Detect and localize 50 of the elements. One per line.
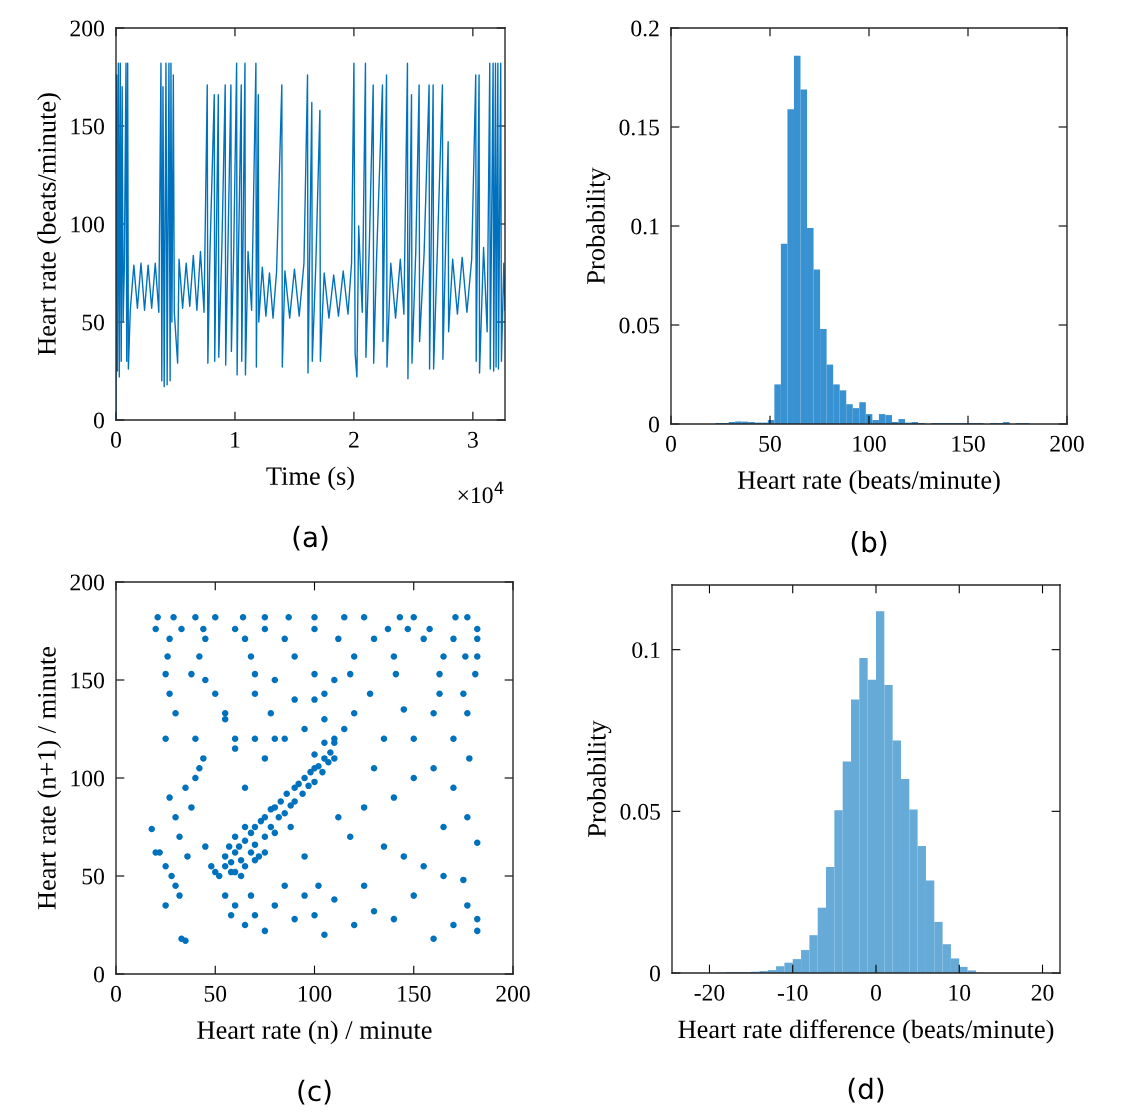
x-axis-title: Heart rate difference (beats/minute): [678, 1019, 1054, 1044]
text: (c): [298, 1079, 331, 1105]
x-tick-label: -20: [694, 984, 725, 1001]
x-tick-label: 200: [496, 985, 530, 1002]
text: ×10$^{4}$: [458, 481, 504, 504]
x-tick-label: -10: [777, 984, 808, 1001]
y-tick-label: 0: [649, 965, 660, 982]
y-tick-label: 0.15: [619, 119, 659, 136]
y-tick-label: 0.05: [620, 803, 660, 820]
y-tick-label: 0: [93, 412, 104, 429]
y-tick-label: 150: [71, 672, 104, 689]
x-tick-label: 3: [468, 431, 478, 448]
y-tick-label: 0.2: [631, 20, 659, 37]
x-tick-label: 150: [398, 985, 431, 1002]
x-tick-label: 0: [666, 435, 676, 452]
y-axis-title: Probability: [586, 167, 611, 284]
y-tick-label: 0: [93, 966, 104, 983]
y-tick-label: 100: [71, 770, 104, 787]
y-tick-label: 100: [71, 216, 104, 233]
x-tick-label: 100: [853, 435, 886, 452]
y-tick-label: 50: [82, 314, 104, 331]
y-tick-label: 200: [70, 574, 104, 591]
y-tick-label: 0: [648, 416, 659, 433]
y-tick-label: 50: [82, 868, 104, 885]
x-tick-label: 0: [111, 431, 121, 448]
x-tick-label: 100: [298, 985, 332, 1002]
x-tick-label: 150: [952, 435, 985, 452]
text: (a): [293, 525, 328, 551]
x-tick-label: 200: [1050, 435, 1084, 452]
y-tick-label: 200: [70, 20, 104, 37]
x-tick-label: 0: [870, 984, 881, 1001]
y-axis-title: Heart rate (n+1) / minute: [37, 646, 62, 910]
x-axis-title: Heart rate (beats/minute): [737, 470, 1000, 495]
text: (b): [851, 530, 887, 556]
y-tick-label: 0.1: [631, 218, 659, 235]
x-tick-label: 20: [1031, 984, 1054, 1001]
x-tick-label: 10: [949, 984, 971, 1001]
text: (d): [848, 1077, 884, 1103]
x-tick-label: 50: [204, 985, 227, 1002]
x-axis-title: Time (s): [266, 466, 354, 491]
x-tick-label: 50: [759, 435, 781, 452]
x-tick-label: 1: [231, 431, 240, 448]
x-tick-label: 2: [349, 431, 359, 448]
y-axis-title: Heart rate (beats/minute): [37, 93, 62, 356]
y-tick-label: 0.1: [632, 642, 660, 659]
y-tick-label: 0.05: [619, 317, 659, 334]
x-tick-label: 0: [111, 985, 121, 1002]
y-axis-title: Probability: [587, 720, 612, 837]
y-tick-label: 150: [71, 118, 104, 135]
x-axis-title: Heart rate (n) / minute: [197, 1020, 432, 1045]
